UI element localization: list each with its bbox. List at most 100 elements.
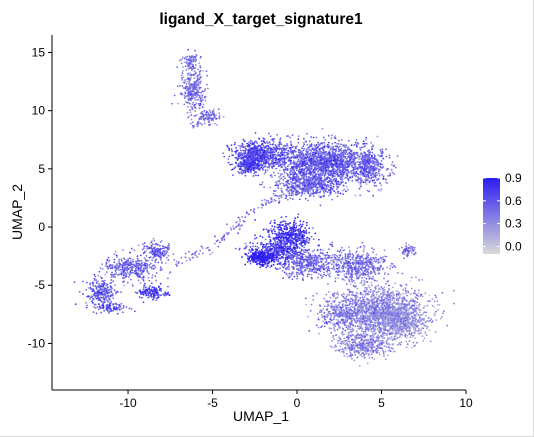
cell-point xyxy=(269,266,271,269)
cell-point xyxy=(310,273,313,276)
cell-point xyxy=(428,329,431,332)
cell-point xyxy=(387,317,390,320)
cell-point xyxy=(377,188,380,191)
cell-point xyxy=(378,307,381,309)
cell-point xyxy=(386,329,389,332)
cell-point xyxy=(369,289,372,291)
cell-point xyxy=(351,317,354,320)
cell-point xyxy=(401,303,404,305)
cell-point xyxy=(335,292,338,295)
cell-point xyxy=(397,318,400,321)
cell-point xyxy=(148,264,151,266)
cell-point xyxy=(257,247,260,249)
cell-point xyxy=(325,260,328,263)
cell-point xyxy=(357,303,360,306)
cell-point xyxy=(337,293,340,296)
cell-point xyxy=(362,250,365,253)
cell-point xyxy=(154,261,157,264)
cell-point xyxy=(218,112,221,115)
cell-point xyxy=(85,301,87,304)
cell-point xyxy=(188,96,191,99)
cell-point xyxy=(340,266,343,269)
cell-point xyxy=(370,353,373,356)
cell-point xyxy=(403,257,405,260)
cell-point xyxy=(363,248,365,251)
cell-point xyxy=(280,187,283,190)
cell-point xyxy=(310,303,313,306)
cell-point xyxy=(389,299,392,302)
cell-point xyxy=(348,265,350,268)
cell-point xyxy=(413,322,415,325)
cell-point xyxy=(114,250,117,253)
cell-point xyxy=(380,188,383,191)
cell-point xyxy=(327,314,329,317)
cell-point xyxy=(405,327,408,329)
cell-point xyxy=(339,342,342,345)
cell-point xyxy=(373,330,376,333)
cell-point xyxy=(391,302,394,305)
cell-point xyxy=(350,297,353,300)
cell-point xyxy=(364,290,367,293)
cell-point xyxy=(394,309,397,312)
cell-point xyxy=(371,356,374,359)
cell-point xyxy=(214,122,216,125)
cell-point xyxy=(420,320,422,322)
cell-point xyxy=(328,290,330,293)
cell-point xyxy=(343,274,346,276)
cell-point xyxy=(383,271,386,274)
cell-point xyxy=(165,262,167,264)
cell-point xyxy=(370,156,372,159)
cell-point xyxy=(359,185,362,188)
cell-point xyxy=(167,254,170,257)
cell-point xyxy=(339,270,342,273)
cell-point xyxy=(322,249,324,252)
cell-point xyxy=(289,136,291,139)
cell-point xyxy=(410,324,413,327)
cell-point xyxy=(396,297,399,300)
cell-point xyxy=(130,259,132,261)
cell-point xyxy=(386,354,389,357)
chart-title: ligand_X_target_signature1 xyxy=(159,11,363,28)
cell-point xyxy=(189,72,192,75)
cell-point xyxy=(357,317,360,320)
cell-point xyxy=(362,284,364,287)
cell-point xyxy=(393,335,396,338)
cell-point xyxy=(97,308,100,311)
cell-point xyxy=(193,77,196,79)
cell-point xyxy=(408,325,411,328)
cell-point xyxy=(361,355,364,358)
cell-point xyxy=(397,272,399,274)
cell-point xyxy=(375,260,377,263)
cell-point xyxy=(391,347,394,350)
cell-point xyxy=(291,271,294,274)
cell-point xyxy=(358,341,361,343)
cell-point xyxy=(239,147,242,150)
cell-point xyxy=(383,334,385,337)
cell-point xyxy=(344,266,347,269)
cell-point xyxy=(425,334,428,337)
cell-point xyxy=(357,181,360,184)
cell-point xyxy=(188,82,191,85)
cell-point xyxy=(213,116,216,118)
cell-point xyxy=(377,319,380,322)
cell-point xyxy=(319,309,322,312)
cell-point xyxy=(365,286,368,289)
cell-point xyxy=(362,332,365,335)
cell-point xyxy=(421,322,424,325)
cell-point xyxy=(380,314,382,317)
cell-point xyxy=(418,321,421,323)
cell-point xyxy=(349,282,352,285)
cell-point xyxy=(436,300,439,303)
cell-point xyxy=(374,176,377,179)
cell-point xyxy=(282,182,285,185)
cell-point xyxy=(317,326,320,329)
cell-point xyxy=(302,141,305,144)
cell-point xyxy=(181,57,184,60)
cell-point xyxy=(372,292,375,295)
cell-point xyxy=(381,335,384,338)
cell-point xyxy=(352,258,354,261)
cell-point xyxy=(361,328,364,331)
cell-point xyxy=(379,313,382,315)
cell-point xyxy=(406,294,408,297)
cell-point xyxy=(370,295,373,298)
